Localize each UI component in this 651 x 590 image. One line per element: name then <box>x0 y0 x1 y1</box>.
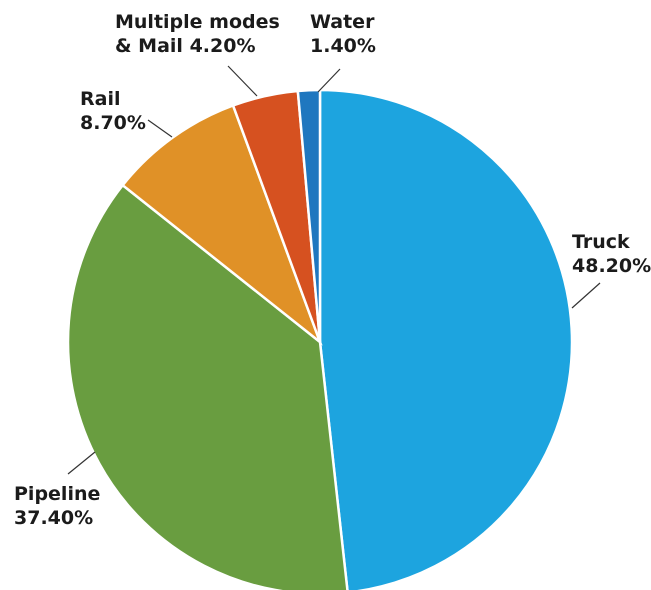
leader-lines-layer <box>67 65 601 475</box>
slice-name-truck: Truck <box>572 231 630 253</box>
pie-slice-rail <box>120 103 323 346</box>
slice-value-water: 1.40% <box>310 35 376 57</box>
slice-value-pipeline: 37.40% <box>14 507 93 529</box>
leader-line-water <box>317 68 341 93</box>
slice-label-rail: Rail 8.70% <box>80 88 146 134</box>
slice-name-water: Water <box>310 11 375 33</box>
slice-value-multiple-modes-mail: 4.20% <box>190 35 256 57</box>
slice-name-multiple-modes-mail-line-2: & Mail <box>115 35 190 57</box>
leader-line-multiple-modes-mail <box>227 65 258 97</box>
slices-layer <box>66 88 574 590</box>
pie-slice-truck <box>318 88 574 590</box>
slice-name-multiple-modes-mail-line-1: Multiple modes <box>115 11 280 33</box>
slice-name-rail: Rail <box>80 88 120 110</box>
labels-layer: Truck 48.20% Pipeline 37.40% Rail 8.70% Multip… <box>14 11 651 529</box>
slice-label-water: Water 1.40% <box>310 11 376 57</box>
slice-value-truck: 48.20% <box>572 255 651 277</box>
slice-value-rail: 8.70% <box>80 112 146 134</box>
slice-label-truck: Truck 48.20% <box>572 231 651 277</box>
pie-slice-pipeline <box>66 183 349 590</box>
leader-line-rail <box>147 119 173 138</box>
leader-line-pipeline <box>67 451 96 475</box>
slice-label-pipeline: Pipeline 37.40% <box>14 483 100 529</box>
leader-line-truck <box>571 282 601 309</box>
slice-label-multiple-modes-mail: Multiple modes & Mail 4.20% <box>115 11 280 57</box>
slice-name-pipeline: Pipeline <box>14 483 100 505</box>
